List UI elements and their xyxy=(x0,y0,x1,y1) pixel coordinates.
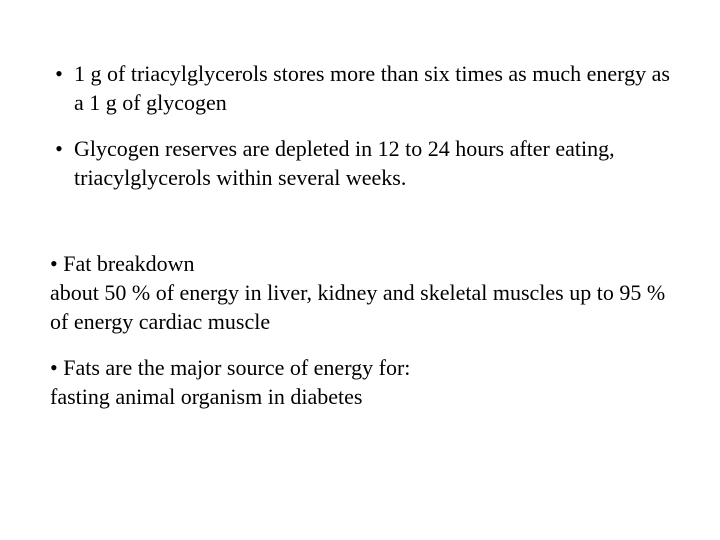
block-lead-text: Fat breakdown xyxy=(63,251,194,276)
bullet-text: Glycogen reserves are depleted in 12 to … xyxy=(74,135,670,192)
bullet-mark: • xyxy=(50,251,58,276)
block-body: fasting animal organism in diabetes xyxy=(50,383,670,412)
bullet-mark: • xyxy=(50,60,68,89)
content-block: • Fat breakdown about 50 % of energy in … xyxy=(50,250,670,336)
bullet-mark: • xyxy=(50,135,68,164)
bullet-item: • 1 g of triacylglycerols stores more th… xyxy=(50,60,670,117)
slide: • 1 g of triacylglycerols stores more th… xyxy=(0,0,720,540)
spacer xyxy=(50,210,670,250)
bullet-text: 1 g of triacylglycerols stores more than… xyxy=(74,60,670,117)
block-lead-text: Fats are the major source of energy for: xyxy=(63,355,410,380)
bullet-item: • Glycogen reserves are depleted in 12 t… xyxy=(50,135,670,192)
block-body: about 50 % of energy in liver, kidney an… xyxy=(50,279,670,336)
content-block: • Fats are the major source of energy fo… xyxy=(50,354,670,411)
block-lead: • Fat breakdown xyxy=(50,250,670,279)
bullet-mark: • xyxy=(50,355,58,380)
block-lead: • Fats are the major source of energy fo… xyxy=(50,354,670,383)
